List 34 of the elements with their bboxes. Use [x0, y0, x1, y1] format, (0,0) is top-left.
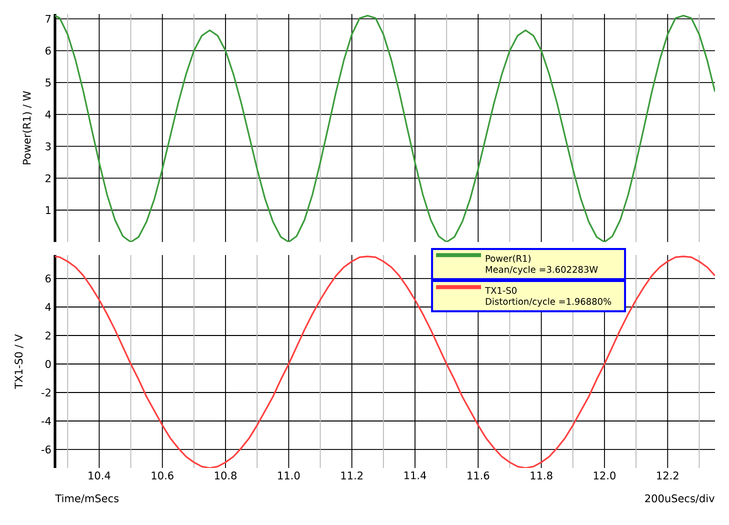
y-tick-label: 7	[46, 14, 51, 23]
y-tick-label: -4	[42, 417, 51, 425]
y-axis-title: Power(R1) / W	[22, 91, 32, 164]
x-tick-label: 11.8	[530, 472, 552, 480]
annotation: Distortion/cycle =1.96880%	[486, 298, 612, 307]
y-tick-label: 6	[46, 46, 51, 55]
x-tick-label: 11.6	[468, 472, 490, 480]
y-tick-label: 0	[45, 360, 51, 368]
y-tick-label: 5	[46, 78, 51, 86]
x-tick-label: 11.2	[341, 472, 362, 480]
x-tick-label: 12.0	[594, 472, 616, 480]
x-tick-label: 12.2	[657, 472, 678, 480]
text: 200uSecs/div	[645, 494, 714, 504]
y-tick-label: 6	[46, 274, 51, 282]
line-series	[55, 14, 716, 242]
line-series	[55, 256, 716, 468]
x-tick-label: 10.8	[214, 472, 236, 480]
x-tick-label: 11.4	[404, 472, 426, 480]
y-tick-label: 1	[46, 206, 51, 214]
y-tick-label: -2	[42, 388, 50, 396]
y-axis-title: TX1-S0 / V	[14, 334, 24, 389]
x-axis-title: Time/mSecs	[55, 494, 119, 504]
x-tick-label: 10.4	[88, 472, 110, 480]
y-tick-label: 4	[45, 110, 51, 118]
y-tick-label: 4	[45, 303, 51, 311]
y-tick-label: 2	[46, 174, 50, 182]
y-tick-label: -6	[42, 446, 51, 454]
y-tick-label: 2	[46, 332, 50, 340]
x-tick-label: 10.6	[152, 472, 174, 480]
x-tick-label: 11.0	[278, 472, 300, 480]
legend-label: Power(R1)	[486, 254, 530, 263]
y-tick-label: 3	[46, 142, 51, 150]
legend-label: TX1-S0	[485, 287, 517, 294]
annotation: Mean/cycle =3.602283W	[486, 266, 598, 275]
